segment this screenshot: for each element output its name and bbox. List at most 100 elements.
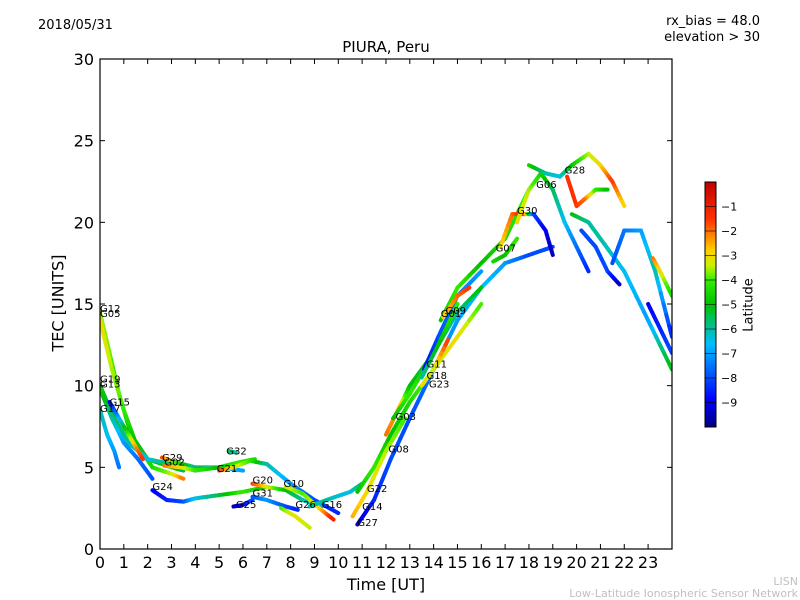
series-segment <box>140 455 145 462</box>
satellite-label: G09 <box>446 306 466 317</box>
colorbar-tick-label: −1 <box>721 201 737 214</box>
axis-ticks: 0 1 2 3 4 5 6 7 8 9 10 11 12 13 14 15 16 17 18 19 20 21 22 2305… <box>74 50 672 572</box>
y-tick-label: 20 <box>74 213 94 232</box>
series-G07 <box>491 236 520 264</box>
series-segment <box>179 475 186 481</box>
series-segment <box>615 280 622 287</box>
colorbar-tick-label: −3 <box>721 250 737 263</box>
y-tick-label: 10 <box>74 377 94 396</box>
x-tick-label: 13 <box>400 553 420 572</box>
x-tick-label: 18 <box>519 553 539 572</box>
satellite-label: G23 <box>429 379 449 390</box>
series-segment <box>452 302 460 313</box>
y-tick-label: 25 <box>74 132 94 151</box>
series-G21 <box>217 458 341 516</box>
series-segment <box>332 508 341 516</box>
colorbar-tick-label: −6 <box>721 323 737 336</box>
x-tick-label: 11 <box>352 553 372 572</box>
x-tick-label: 23 <box>638 553 658 572</box>
series-G13 <box>100 386 155 481</box>
x-axis-label: Time [UT] <box>346 575 426 594</box>
series-G18 <box>419 302 460 380</box>
x-tick-label: 4 <box>190 553 200 572</box>
series-segment <box>179 468 186 473</box>
colorbar-tick-label: −4 <box>721 274 737 287</box>
series-G30 <box>498 212 555 257</box>
series-G14 <box>350 416 408 519</box>
x-tick-label: 5 <box>214 553 224 572</box>
credit-long: Low-Latitude Ionospheric Sensor Network <box>569 587 798 600</box>
series-G04 <box>569 212 672 372</box>
x-tick-label: 0 <box>95 553 105 572</box>
date-label: 2018/05/31 <box>38 18 113 33</box>
x-tick-label: 20 <box>566 553 586 572</box>
colorbar-tick-label: −9 <box>721 397 737 410</box>
colorbar-tick-label: −5 <box>721 299 737 312</box>
series-segment <box>475 285 484 294</box>
colorbar-tick-label: −8 <box>721 372 737 385</box>
satellite-label: G27 <box>357 518 377 529</box>
series-segment <box>148 473 155 481</box>
satellite-label: G19 <box>100 374 120 385</box>
x-tick-label: 7 <box>262 553 272 572</box>
x-tick-label: 22 <box>614 553 634 572</box>
series-segment <box>475 269 484 278</box>
satellite-label: G17 <box>100 404 120 415</box>
satellite-label: G32 <box>226 446 246 457</box>
colorbar-tick-label: −2 <box>721 225 737 238</box>
series-segment <box>584 265 591 274</box>
series-G04b <box>610 228 672 339</box>
x-tick-label: 8 <box>286 553 296 572</box>
series-segment <box>475 302 484 312</box>
credit-short: LISN <box>773 575 798 588</box>
elevation-label: elevation > 30 <box>664 30 760 45</box>
satellite-label: G29 <box>162 453 182 464</box>
y-tick-label: 30 <box>74 50 94 69</box>
series-segment <box>443 337 450 347</box>
series-segment <box>248 498 255 503</box>
series-segment <box>237 468 245 473</box>
x-tick-label: 12 <box>376 553 396 572</box>
satellite-label: G30 <box>517 206 537 217</box>
series-G23 <box>419 337 450 388</box>
y-tick-label: 0 <box>84 540 94 559</box>
series-segment <box>513 236 520 244</box>
x-tick-label: 10 <box>328 553 348 572</box>
series-G15 <box>107 400 145 462</box>
series-segment <box>665 359 672 372</box>
series-G31 <box>250 494 300 512</box>
series-G28b <box>565 174 610 208</box>
x-tick-label: 16 <box>471 553 491 572</box>
series-G32 <box>226 449 238 455</box>
series-G25 <box>231 498 255 509</box>
satellite-label: G14 <box>362 502 382 513</box>
satellite-label: G26 <box>295 500 315 511</box>
series-G26 <box>279 506 312 530</box>
series-segment <box>116 462 122 470</box>
satellite-label: G24 <box>152 482 172 493</box>
satellite-label: G15 <box>110 397 130 408</box>
colorbar-ticks: −1 −2 −3 −4 −5 −6 −7 −8 −9 <box>705 201 737 410</box>
chart-title: PIURA, Peru <box>342 38 430 56</box>
satellite-label: G10 <box>283 479 303 490</box>
satellite-label: G01 <box>441 309 461 320</box>
satellite-label: G06 <box>536 180 556 191</box>
series-segment <box>293 507 300 512</box>
series-G31b <box>646 302 672 355</box>
satellite-label: G28 <box>565 165 585 176</box>
x-tick-label: 17 <box>495 553 515 572</box>
satellite-label: G12 <box>100 304 120 315</box>
x-tick-label: 19 <box>543 553 563 572</box>
x-tick-label: 2 <box>143 553 153 572</box>
x-tick-label: 1 <box>119 553 129 572</box>
series-segment <box>329 515 336 522</box>
satellite-label: G18 <box>426 371 446 382</box>
y-tick-label: 5 <box>84 458 94 477</box>
y-tick-label: 15 <box>74 295 94 314</box>
satellite-label: G21 <box>217 464 237 475</box>
colorbar-tick-label: −7 <box>721 348 737 361</box>
series-segment <box>549 248 555 257</box>
satellite-label: G11 <box>426 360 446 371</box>
